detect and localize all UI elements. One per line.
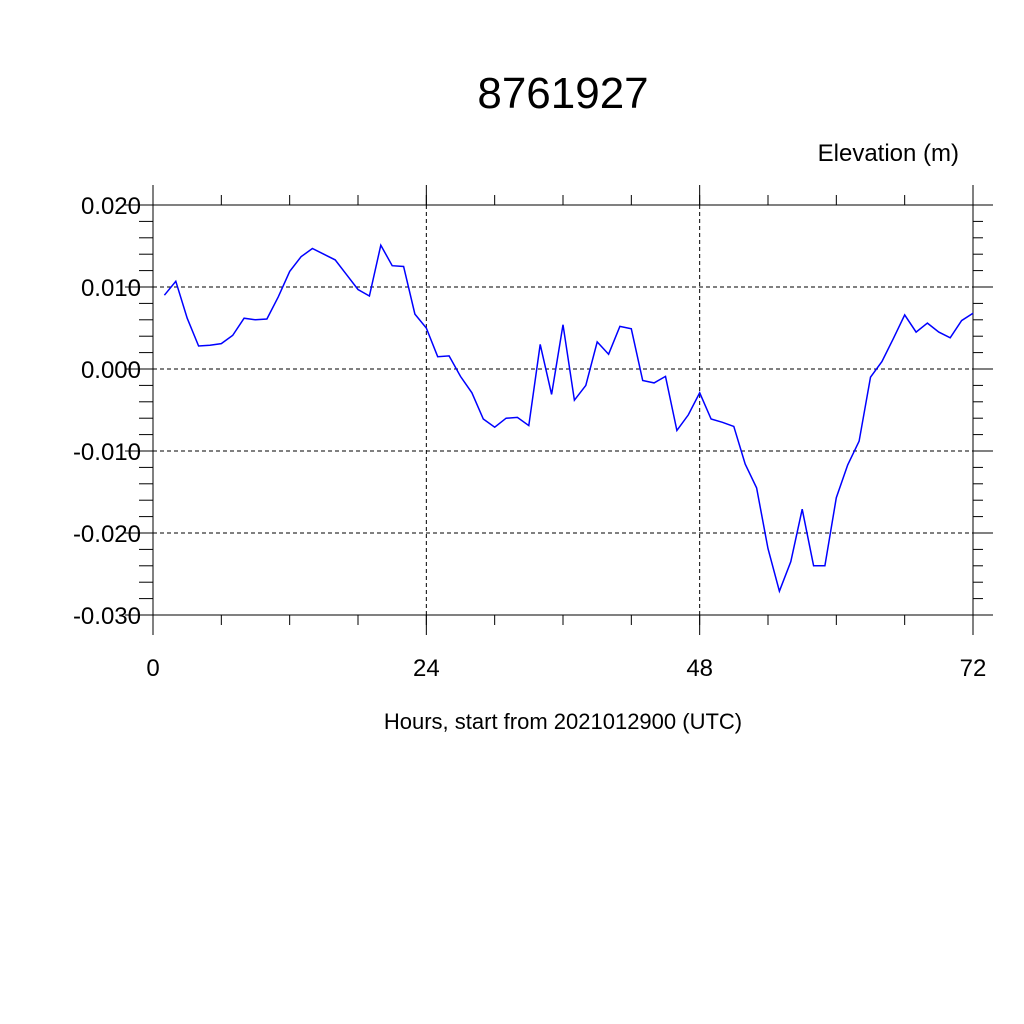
x-tick-label: 48 bbox=[686, 655, 713, 682]
axis-ticks bbox=[125, 185, 993, 635]
grid-lines bbox=[152, 204, 974, 616]
y-tick-label: 0.010 bbox=[81, 275, 141, 302]
y-tick-label: -0.030 bbox=[73, 603, 141, 630]
y-axis-unit-label: Elevation (m) bbox=[818, 140, 959, 167]
plot-frame bbox=[152, 204, 974, 616]
x-tick-labels: 0 24 48 72 bbox=[146, 655, 986, 682]
x-tick-label: 24 bbox=[413, 655, 440, 682]
y-tick-labels: -0.030 -0.020 -0.010 0.000 0.010 0.020 bbox=[73, 193, 141, 630]
x-tick-label: 72 bbox=[960, 655, 987, 682]
x-axis-label: Hours, start from 2021012900 (UTC) bbox=[384, 709, 742, 734]
chart-title: 8761927 bbox=[477, 69, 648, 118]
y-tick-label: -0.020 bbox=[73, 521, 141, 548]
x-tick-label: 0 bbox=[146, 655, 159, 682]
y-tick-label: 0.020 bbox=[81, 193, 141, 220]
y-tick-label: -0.010 bbox=[73, 439, 141, 466]
y-tick-label: 0.000 bbox=[81, 357, 141, 384]
elevation-series-line bbox=[163, 243, 974, 594]
